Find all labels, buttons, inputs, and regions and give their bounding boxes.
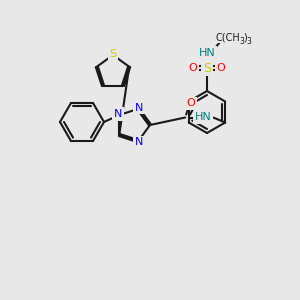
Text: HN: HN bbox=[199, 48, 215, 58]
Text: HN: HN bbox=[195, 112, 212, 122]
Text: N: N bbox=[114, 109, 122, 119]
Text: O: O bbox=[217, 63, 225, 73]
Text: S: S bbox=[110, 49, 117, 59]
Text: O: O bbox=[189, 63, 197, 73]
Text: C(CH: C(CH bbox=[216, 32, 240, 42]
Text: N: N bbox=[135, 137, 143, 147]
Text: 3: 3 bbox=[240, 37, 244, 46]
Text: N: N bbox=[135, 103, 143, 113]
Text: O: O bbox=[187, 98, 196, 109]
Text: S: S bbox=[203, 61, 211, 74]
Text: ): ) bbox=[243, 32, 247, 42]
Text: 3: 3 bbox=[247, 37, 251, 46]
